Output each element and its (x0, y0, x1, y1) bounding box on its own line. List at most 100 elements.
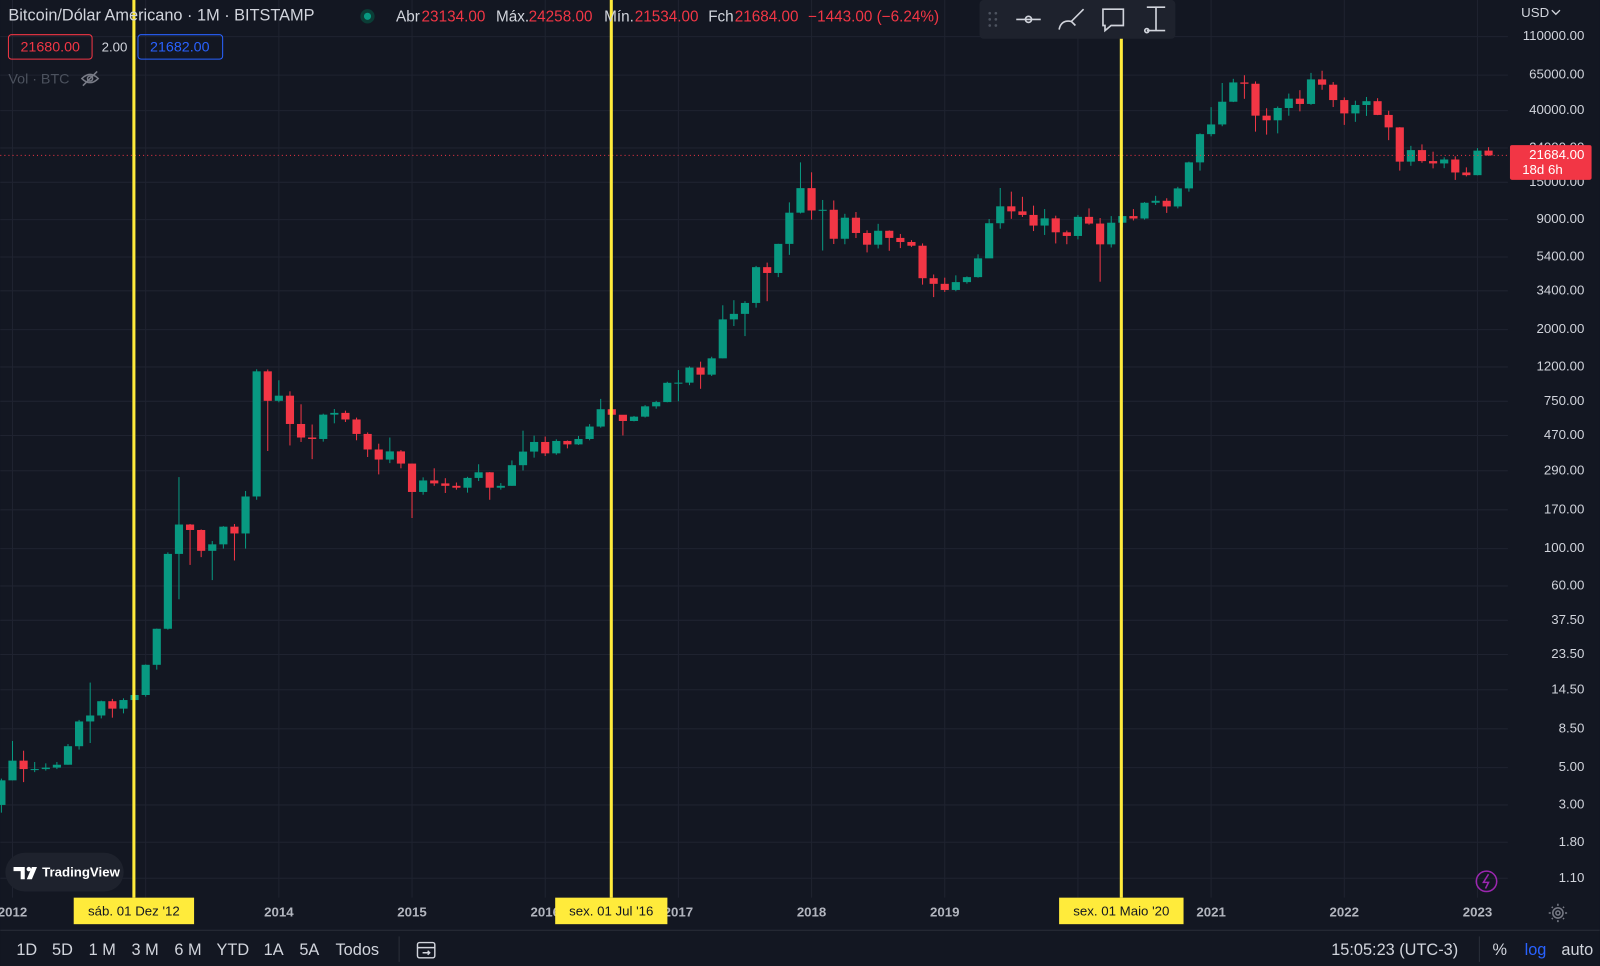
range-button[interactable]: 1D (16, 941, 37, 959)
candle-body (1007, 206, 1016, 212)
candle-body (1162, 200, 1171, 207)
logo-text[interactable]: TradingView (42, 865, 120, 880)
candle-body (341, 412, 350, 420)
candle-body (1218, 101, 1227, 125)
range-button[interactable]: Todos (336, 941, 380, 959)
x-tick-label: 2019 (930, 904, 959, 919)
y-tick-label: 9000.00 (1537, 211, 1585, 226)
annotation-label: sáb. 01 Dez '12 (88, 903, 180, 918)
logo[interactable]: TradingView (5, 852, 124, 892)
y-tick-label: 3400.00 (1537, 282, 1585, 297)
candle-body (1462, 172, 1471, 176)
candle-body (1417, 150, 1427, 162)
candle-body (707, 358, 716, 375)
x-tick-label: 2017 (664, 904, 693, 919)
candle-body (1473, 150, 1482, 176)
candle-body (696, 367, 705, 375)
candle-body (518, 451, 528, 466)
annotation-tag (1059, 897, 1184, 925)
high-label: Máx. (496, 8, 529, 25)
candle-body (1406, 150, 1415, 162)
ask-price[interactable]: 21682.00 (150, 40, 210, 56)
y-tick-label: 170.00 (1544, 501, 1585, 516)
candle-body (1295, 98, 1304, 104)
clock[interactable]: 15:05:23 (UTC-3) (1331, 941, 1458, 959)
toolbar-panel (979, 0, 1176, 39)
candle-body (174, 524, 184, 554)
candle-body (474, 472, 483, 478)
annotation-tag (555, 897, 668, 925)
y-tick-label: 8.50 (1559, 720, 1585, 735)
candle-body (363, 433, 372, 450)
x-tick-label: 2014 (264, 904, 294, 919)
candle-body (1084, 216, 1094, 224)
candle-body (1318, 79, 1327, 85)
y-tick-label: 290.00 (1544, 462, 1585, 477)
range-button[interactable]: 5D (52, 941, 73, 959)
date-range-icon[interactable] (416, 941, 436, 959)
candle-body (1229, 82, 1238, 102)
candle-body (1373, 101, 1382, 115)
y-tick-label: 37.50 (1551, 612, 1584, 627)
range-button[interactable]: 3 M (132, 941, 159, 959)
candle-body (396, 451, 406, 464)
countdown-label: 18d 6h (1522, 162, 1563, 177)
y-tick-label: 5.00 (1559, 759, 1585, 774)
candle-body (452, 485, 461, 488)
candle-body (1151, 200, 1160, 203)
candle-body (1029, 214, 1038, 226)
auto-toggle[interactable]: auto (1561, 941, 1593, 959)
visibility-icon[interactable] (80, 70, 100, 87)
candle-body (30, 769, 39, 771)
candle-body (1362, 101, 1371, 105)
legend: Bitcoin/Dólar Americano · 1M · BITSTAMP … (7, 7, 939, 87)
log-toggle[interactable]: log (1525, 941, 1547, 959)
candle-body (1351, 104, 1360, 114)
y-tick-label: 14.50 (1551, 681, 1584, 696)
ask-box[interactable] (137, 34, 224, 60)
range-button[interactable]: 1 M (89, 941, 116, 959)
trend-line-tool[interactable] (1016, 15, 1041, 24)
alert-icon[interactable] (1475, 870, 1498, 893)
alert-icon[interactable] (1482, 873, 1490, 889)
currency-label[interactable]: USD (1521, 5, 1549, 20)
y-tick-label: 65000.00 (1529, 67, 1584, 82)
open-label: Abr (396, 8, 420, 25)
candle-body (763, 267, 772, 273)
high-value: 24258.00 (529, 8, 593, 25)
candle-body (541, 441, 550, 454)
bid-price[interactable]: 21680.00 (20, 40, 80, 56)
candle-body (973, 258, 983, 278)
open-value: 23134.00 (422, 8, 486, 25)
candle-body (385, 451, 394, 460)
brush-tool[interactable] (1058, 8, 1085, 30)
candle-body (441, 483, 450, 486)
settings-icon[interactable] (1548, 903, 1568, 923)
y-tick-label: 1.10 (1559, 870, 1585, 885)
candle-body (929, 278, 938, 284)
range-button[interactable]: 1A (264, 941, 284, 959)
range-button[interactable]: 5A (299, 941, 319, 959)
candle-body (319, 414, 328, 439)
candle-body (1306, 79, 1316, 104)
candle-body (618, 414, 627, 421)
range-button[interactable]: YTD (217, 941, 250, 959)
candle-body (119, 700, 128, 709)
candle-body (641, 406, 650, 417)
candle-body (419, 480, 428, 492)
bid-box[interactable] (7, 34, 93, 60)
currency-caret[interactable] (1551, 9, 1561, 16)
candle-body (807, 188, 816, 211)
candle-body (1129, 216, 1138, 219)
range-button[interactable]: 6 M (174, 941, 201, 959)
text-tool[interactable] (1143, 6, 1166, 34)
candle-body (1040, 218, 1049, 226)
candle-body (563, 440, 572, 445)
candle-body (75, 721, 84, 747)
drag-handle[interactable] (988, 11, 998, 27)
candle-body (1329, 84, 1338, 101)
x-tick-label: 2018 (797, 904, 826, 919)
percent-toggle[interactable]: % (1493, 941, 1508, 959)
comment-tool[interactable] (1102, 8, 1125, 33)
